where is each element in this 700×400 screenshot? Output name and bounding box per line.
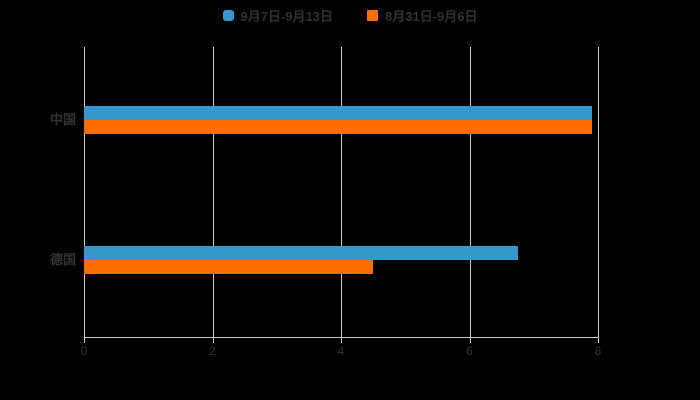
- legend-item-week-previous[interactable]: 8月31日-9月6日: [367, 6, 477, 25]
- chart-legend: 9月7日-9月13日 8月31日-9月6日: [0, 6, 700, 25]
- x-axis-tick-label: 8: [594, 344, 602, 358]
- gridline: [469, 47, 471, 337]
- x-axis-tick-label: 4: [337, 344, 345, 358]
- x-axis-tick: [341, 338, 342, 343]
- gridline: [212, 47, 214, 337]
- legend-label: 9月7日-9月13日: [240, 9, 333, 24]
- x-axis-tick: [469, 338, 471, 343]
- plot-area: [84, 47, 599, 337]
- gridline: [598, 47, 599, 337]
- x-axis-tick: [212, 338, 214, 343]
- x-axis-tick-label: 0: [80, 344, 88, 358]
- x-axis-line: [84, 337, 599, 338]
- gridline: [84, 47, 85, 337]
- x-axis-tick-label: 6: [466, 344, 473, 358]
- x-axis-tick-label: 2: [209, 344, 216, 358]
- y-axis-category-label: 德国: [49, 252, 76, 267]
- y-axis-category-label: 中国: [49, 111, 76, 127]
- bar-中国-9月7日-9月13日[interactable]: [84, 105, 592, 120]
- bar-德国-9月7日-9月13日[interactable]: [84, 246, 518, 260]
- bar-德国-8月31日-9月6日[interactable]: [84, 260, 374, 274]
- bar-中国-8月31日-9月6日[interactable]: [84, 119, 592, 134]
- legend-item-week-current[interactable]: 9月7日-9月13日: [222, 6, 333, 25]
- legend-label: 8月31日-9月6日: [385, 9, 478, 24]
- x-axis-tick: [84, 338, 85, 343]
- gridline: [341, 47, 342, 337]
- legend-square-icon: [367, 10, 378, 21]
- x-axis-tick: [598, 338, 599, 343]
- legend-square-icon: [222, 10, 234, 21]
